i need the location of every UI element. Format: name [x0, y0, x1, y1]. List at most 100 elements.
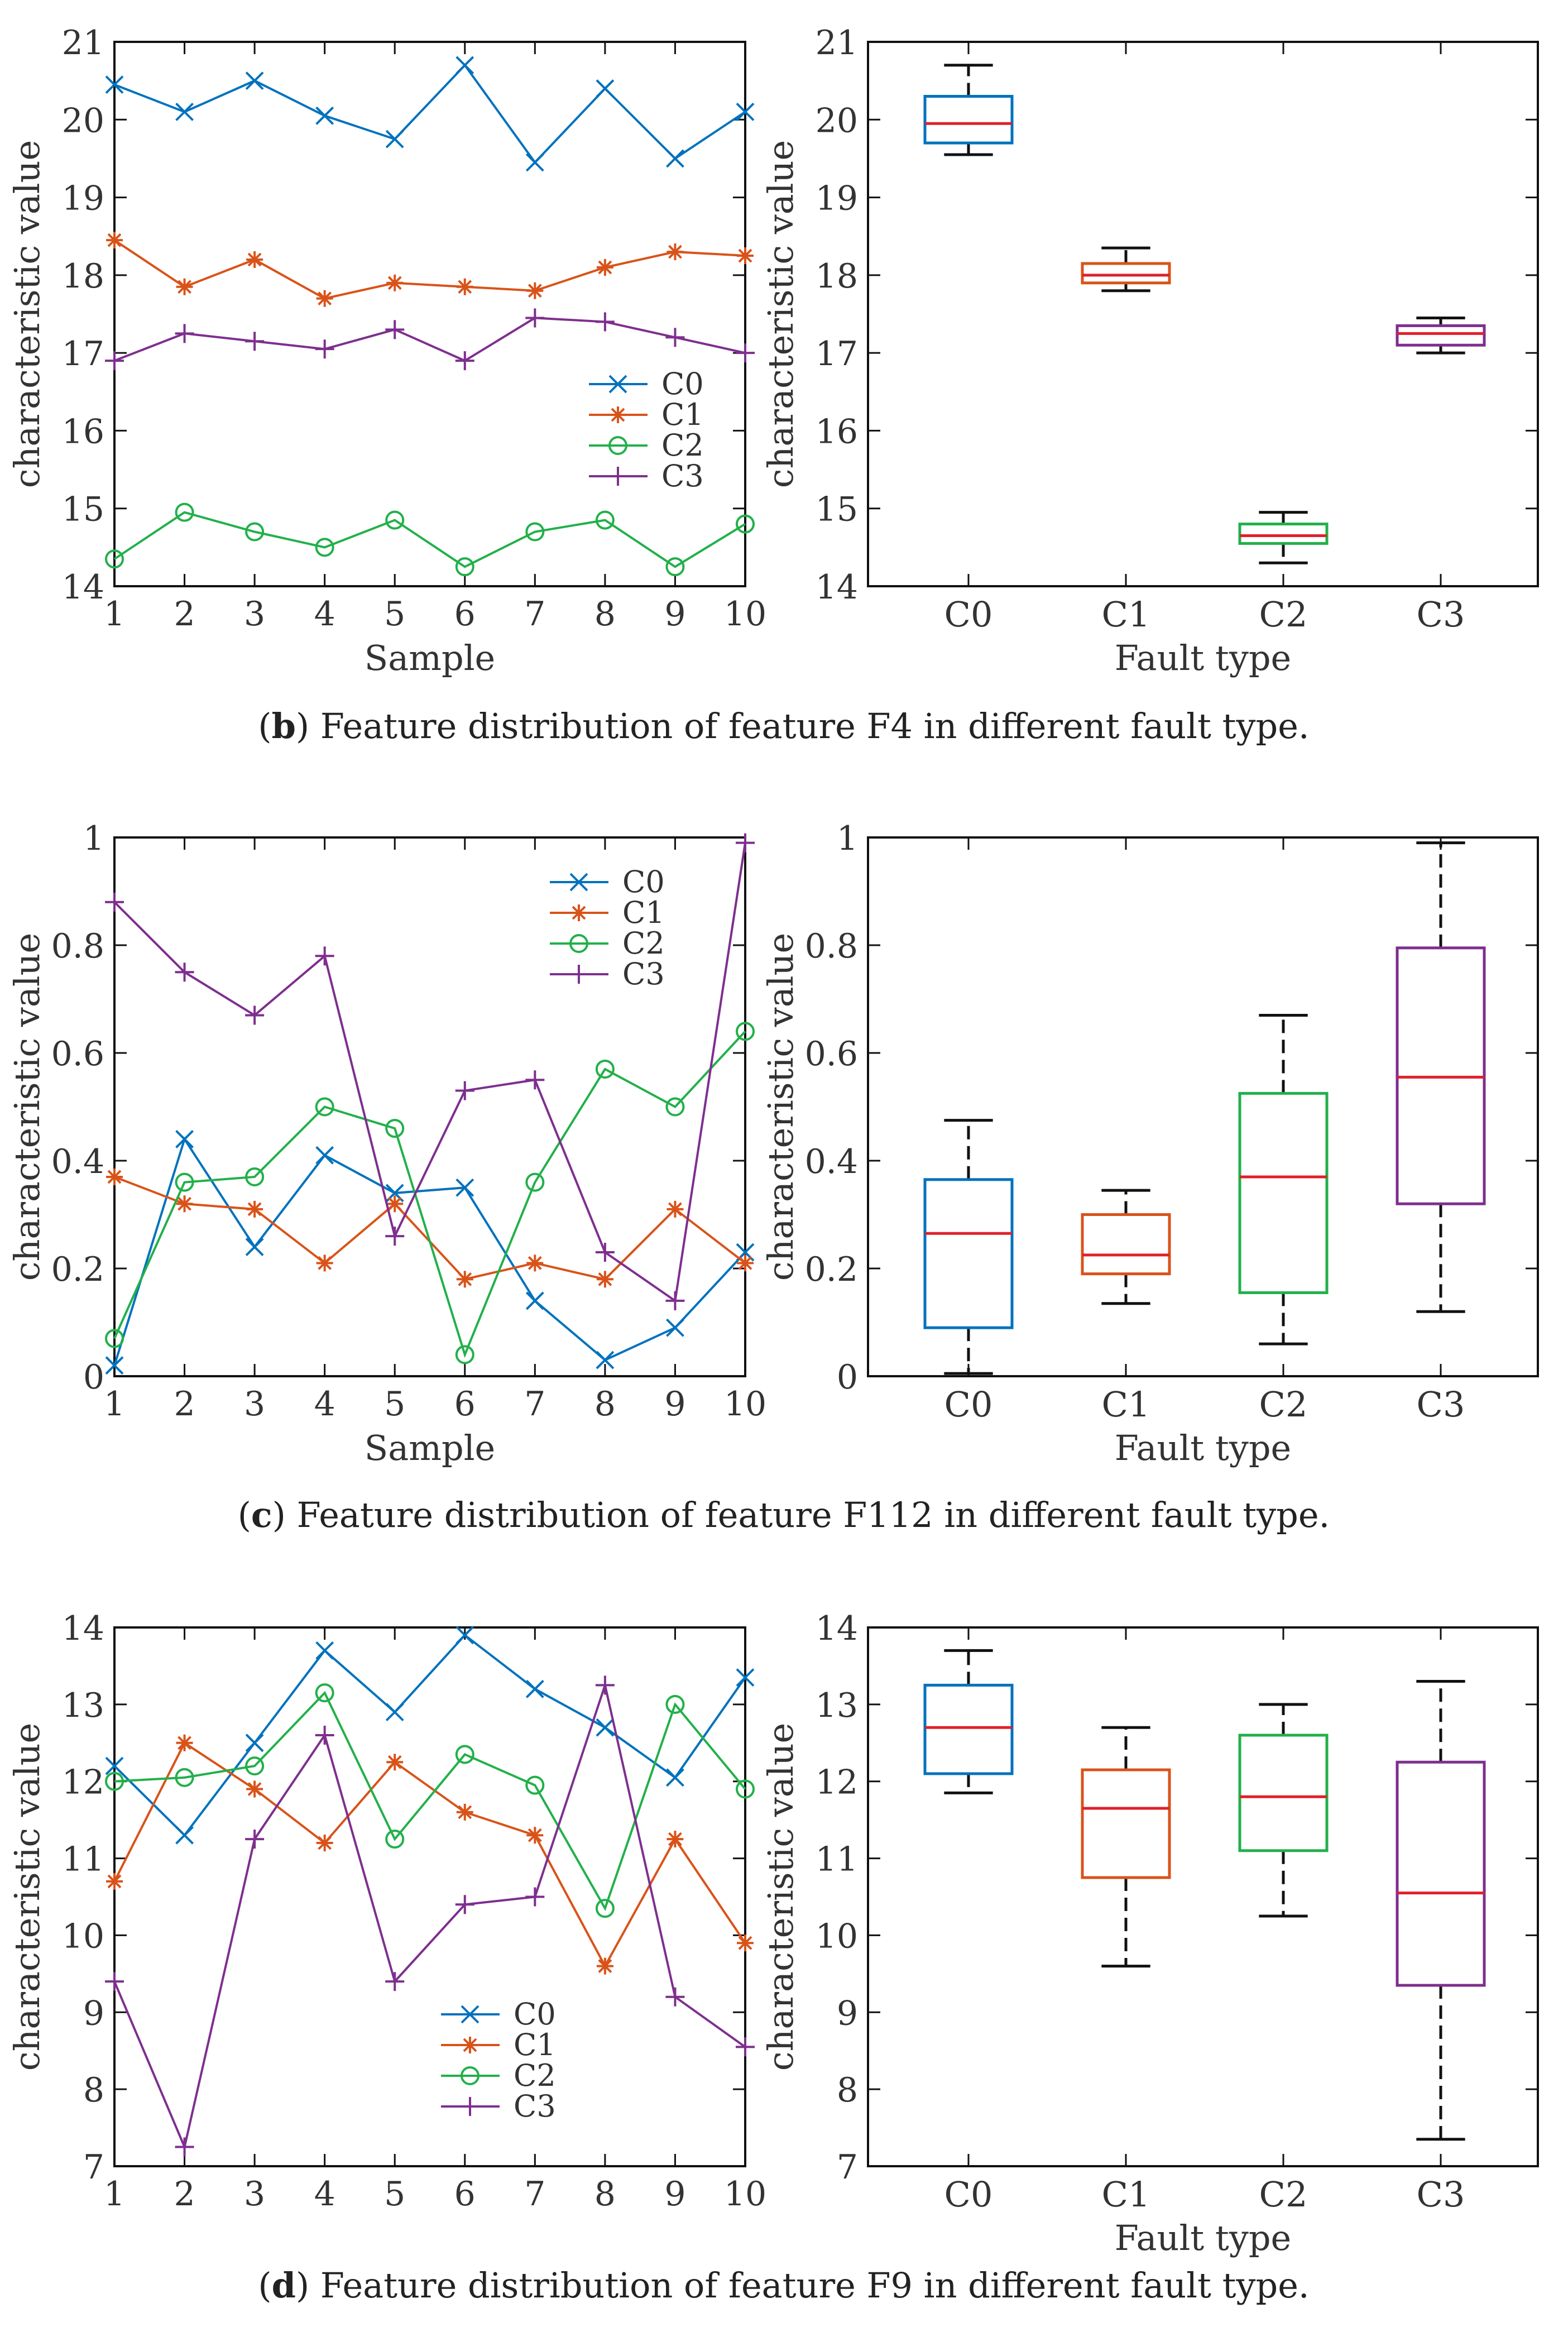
marker-stroke	[105, 75, 124, 94]
data-point-C0	[315, 1146, 334, 1165]
x-tick-label: 9	[664, 1385, 685, 1424]
box-iqr-C2	[1238, 523, 1329, 545]
caption-letter: d	[272, 2265, 296, 2306]
data-point-C2	[105, 1329, 124, 1348]
caption-d: (d) Feature distribution of feature F9 i…	[258, 2265, 1309, 2306]
marker-stroke	[596, 1718, 615, 1737]
data-point-C0	[736, 102, 755, 121]
y-tick-label: 0	[837, 1358, 858, 1397]
x-tick-label: 3	[244, 595, 265, 634]
marker-stroke	[595, 1059, 615, 1079]
data-point-C3	[736, 343, 755, 363]
marker-stroke	[105, 549, 124, 569]
x-tick-label: 1	[104, 595, 125, 634]
data-point-C3	[525, 1070, 545, 1090]
data-point-C3	[245, 332, 265, 351]
axes-frame	[113, 836, 746, 1377]
x-tick-label: C0	[944, 1384, 993, 1425]
series-line-C0	[113, 1136, 746, 1366]
legend-marker-C1	[570, 904, 587, 921]
series-line-C2	[114, 1691, 746, 1912]
marker-stroke	[528, 1828, 542, 1842]
data-point-C0	[455, 1626, 474, 1645]
axes-frame	[867, 1626, 1539, 2167]
marker-stroke	[608, 436, 627, 455]
data-point-C0	[596, 1718, 615, 1737]
marker-stroke	[525, 153, 544, 172]
marker-stroke	[736, 514, 755, 534]
data-point-C3	[315, 339, 334, 359]
data-point-C2	[455, 1745, 474, 1764]
x-tick-label: 10	[724, 1385, 766, 1424]
y-tick-label: 19	[62, 179, 104, 218]
marker-stroke	[245, 71, 264, 90]
marker-stroke	[455, 1345, 474, 1364]
box-iqr-C0	[923, 1178, 1014, 1329]
marker-stroke	[315, 1146, 334, 1165]
marker-stroke	[665, 557, 685, 577]
box-C1	[1081, 1189, 1171, 1305]
marker-stroke	[455, 557, 474, 577]
legend-marker-C2	[461, 2066, 479, 2085]
legend-marker-C1	[610, 406, 626, 423]
data-point-C1	[456, 1803, 473, 1821]
box-C3	[1396, 841, 1486, 1313]
series-line-C1	[113, 1741, 746, 1969]
legend-marker-C0	[608, 375, 627, 394]
data-point-C2	[665, 1097, 685, 1117]
legend-label-C1: C1	[661, 397, 704, 432]
y-tick-label: 15	[816, 490, 858, 529]
caption-text: ) Feature distribution of feature F9 in …	[296, 2265, 1310, 2306]
x-tick-label: 2	[174, 1385, 195, 1424]
data-point-C2	[385, 1119, 405, 1138]
caption-text: ) Feature distribution of feature F112 i…	[272, 1495, 1330, 1535]
legend-marker-C3	[461, 2097, 479, 2116]
caption-b: (b) Feature distribution of feature F4 i…	[258, 706, 1309, 746]
marker-stroke	[736, 1779, 755, 1799]
data-point-C1	[316, 290, 333, 307]
marker-stroke	[245, 1237, 264, 1256]
y-tick-label: 17	[816, 334, 858, 374]
data-point-C2	[315, 1097, 334, 1117]
data-point-C2	[525, 1172, 545, 1192]
x-tick-label: 8	[594, 2175, 616, 2214]
data-point-C2	[455, 557, 474, 577]
y-tick-label: 0.4	[805, 1142, 858, 1181]
series-line-C3	[113, 1680, 746, 2151]
data-point-C1	[316, 1835, 333, 1851]
marker-stroke	[455, 1626, 474, 1645]
data-point-C1	[737, 247, 754, 265]
data-point-C1	[737, 1935, 754, 1952]
y-tick-label: 20	[816, 101, 858, 140]
marker-stroke	[385, 130, 404, 149]
caption-text: ) Feature distribution of feature F4 in …	[296, 706, 1310, 746]
axes-frame	[113, 41, 746, 587]
data-point-C1	[526, 1827, 544, 1844]
x-axis-label: Fault type	[1115, 638, 1291, 678]
data-point-C1	[246, 1200, 263, 1218]
box-C3	[1396, 316, 1486, 355]
axes-frame	[113, 1626, 746, 2167]
x-tick-label: C0	[944, 594, 993, 635]
marker-stroke	[315, 106, 334, 125]
y-tick-label: 16	[62, 412, 104, 451]
box-iqr-C3	[1396, 324, 1486, 347]
data-point-C3	[175, 324, 194, 343]
y-axis-label: characteristic value	[7, 1723, 47, 2071]
y-tick-label: 16	[816, 412, 858, 451]
data-point-C2	[385, 510, 405, 530]
y-tick-label: 0.8	[51, 927, 104, 966]
marker-stroke	[611, 408, 625, 422]
data-point-C0	[666, 1768, 684, 1787]
legend-marker-C2	[569, 934, 588, 953]
marker-stroke	[245, 1167, 265, 1186]
series-line-C2	[113, 1031, 746, 1358]
data-point-C3	[595, 1243, 615, 1262]
x-tick-label: 6	[454, 1385, 476, 1424]
data-point-C2	[736, 1779, 755, 1799]
data-point-C1	[246, 251, 263, 268]
data-point-C0	[105, 1756, 124, 1775]
marker-stroke	[247, 252, 262, 267]
x-tick-label: 10	[724, 595, 766, 634]
